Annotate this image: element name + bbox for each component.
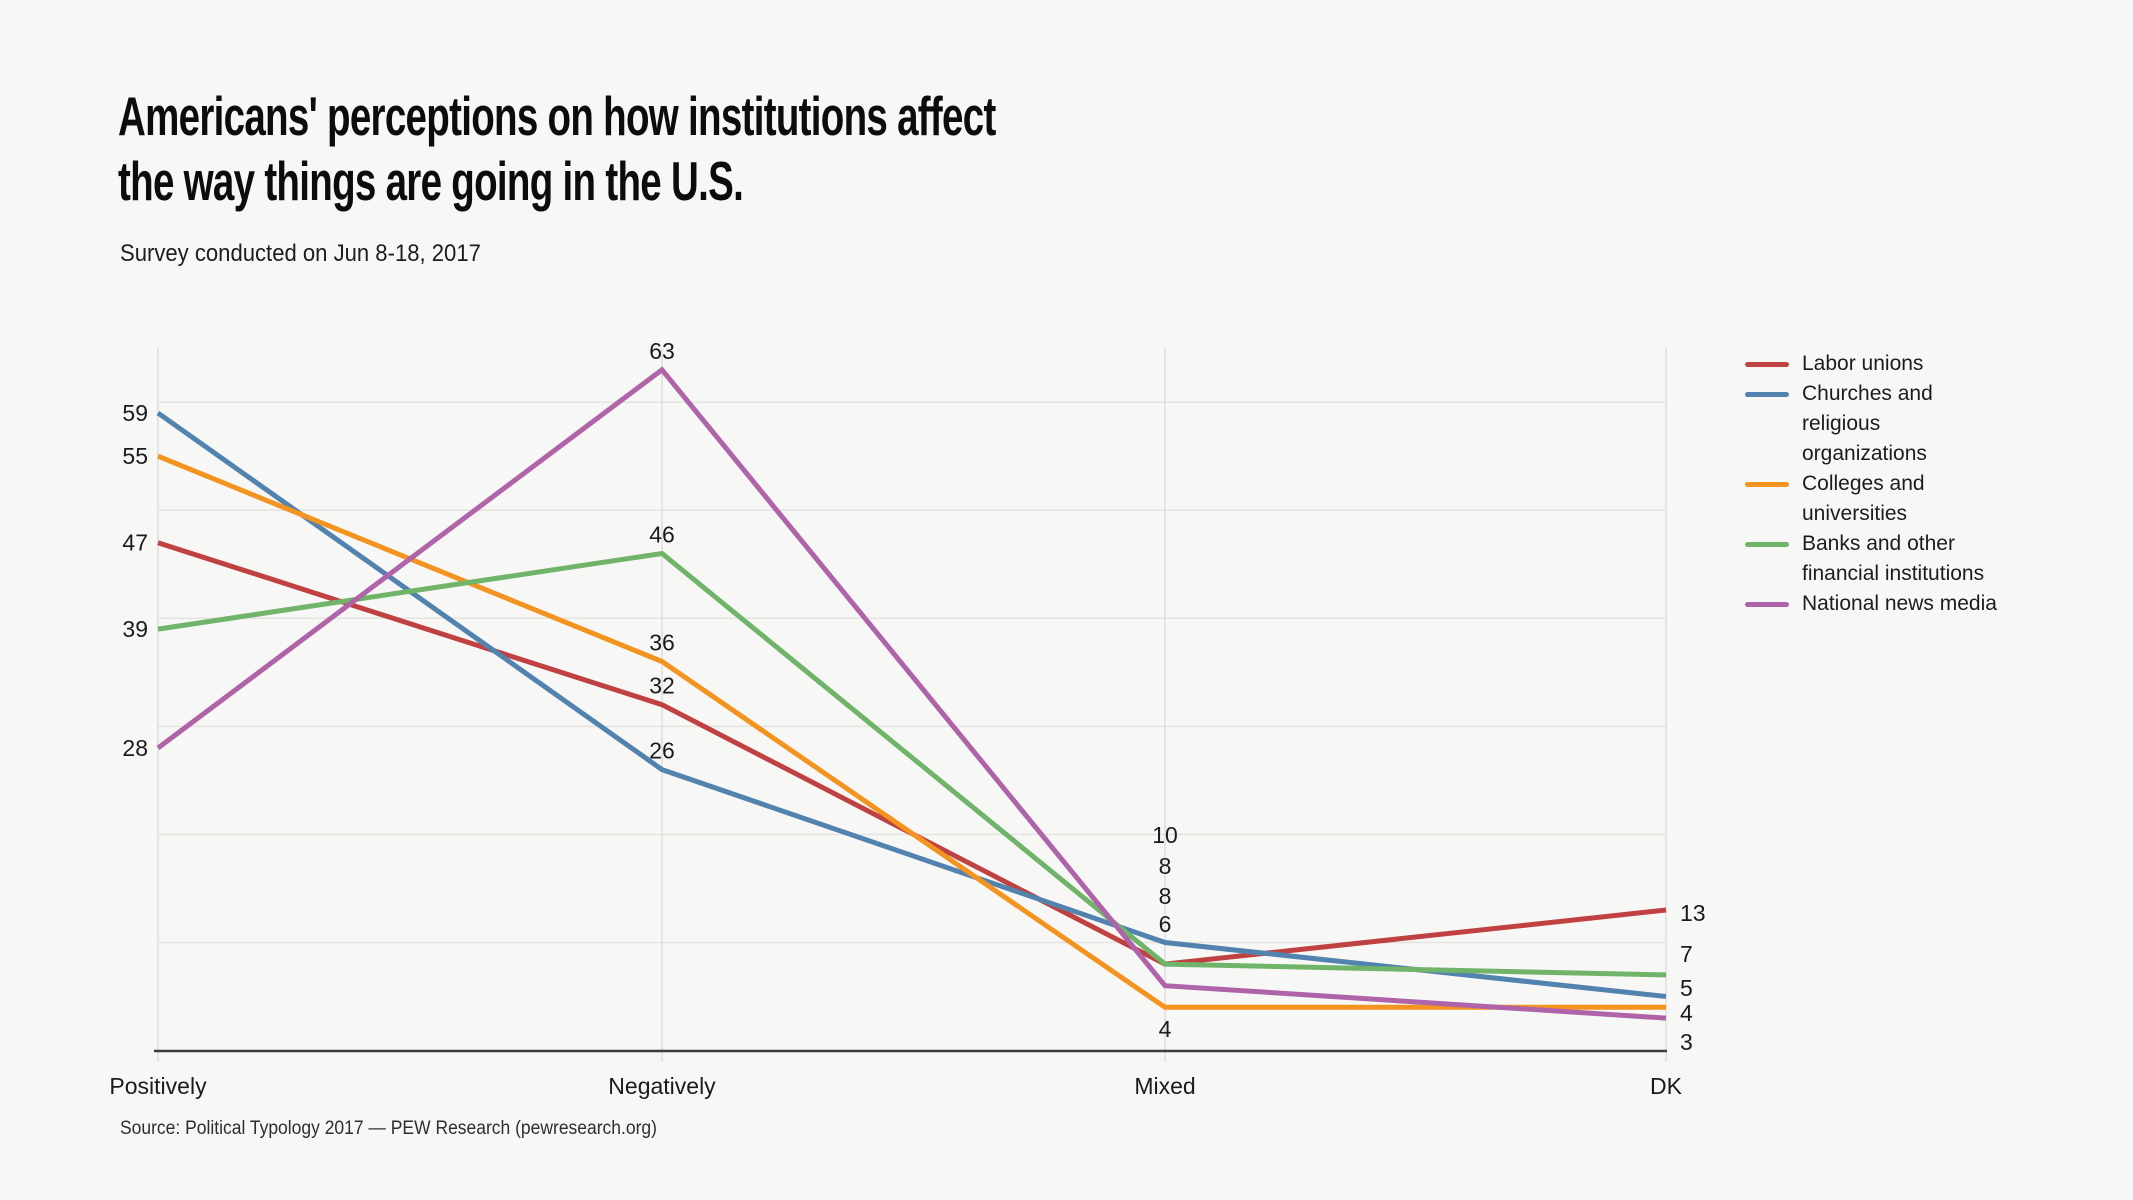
x-axis-labels: Positively Negatively Mixed DK (109, 1073, 1682, 1099)
legend-label: Labor unions (1802, 352, 1924, 375)
value-label: 63 (649, 338, 675, 364)
value-label: 5 (1680, 975, 1693, 1001)
page-title-line-1: Americans' perceptions on how institutio… (118, 85, 996, 147)
x-axis-label-mixed: Mixed (1134, 1073, 1195, 1099)
legend-swatch-colleges (1745, 482, 1789, 487)
series-line-churches (156, 410, 1667, 999)
legend-item-news-media: National news media (1745, 589, 2015, 619)
value-label: 13 (1680, 900, 1706, 926)
value-label: 7 (1680, 941, 1693, 967)
legend-swatch-labor-unions (1745, 362, 1789, 367)
value-label: 55 (122, 443, 148, 469)
value-label: 26 (649, 738, 675, 764)
x-axis-label-dk: DK (1650, 1073, 1683, 1099)
horizontal-gridlines (158, 401, 1666, 944)
page-title: Americans' perceptions on how institutio… (118, 84, 996, 214)
value-label: 6 (1159, 911, 1172, 937)
x-axis-label-negatively: Negatively (608, 1073, 716, 1099)
value-label: 8 (1159, 853, 1172, 879)
series-line-labor-unions (157, 540, 1667, 967)
legend-label: Banks and other financial institutions (1802, 532, 1985, 585)
legend-item-colleges: Colleges and universities (1745, 469, 2015, 529)
legend-item-banks: Banks and other financial institutions (1745, 529, 2015, 589)
chart-subtitle: Survey conducted on Jun 8-18, 2017 (120, 240, 481, 267)
value-label: 36 (649, 630, 675, 656)
value-label: 28 (122, 735, 148, 761)
legend-swatch-churches (1745, 392, 1789, 397)
legend-label: Colleges and universities (1802, 472, 1925, 525)
value-label: 3 (1680, 1029, 1693, 1055)
series-line-news-media (156, 366, 1667, 1021)
legend-swatch-banks (1745, 542, 1789, 547)
legend-swatch-news-media (1745, 602, 1789, 607)
series-line-banks (157, 550, 1667, 978)
value-label: 32 (649, 673, 675, 699)
page-title-line-2: the way things are going in the U.S. (118, 150, 744, 212)
legend-label: National news media (1802, 592, 1997, 615)
value-label: 4 (1159, 1016, 1172, 1042)
legend-item-labor-unions: Labor unions (1745, 349, 2015, 379)
x-axis-label-positively: Positively (109, 1073, 207, 1099)
value-label: 4 (1680, 1000, 1693, 1026)
legend-item-churches: Churches and religious organizations (1745, 379, 2015, 469)
value-label: 10 (1152, 822, 1178, 848)
series-line-colleges (157, 453, 1666, 1010)
value-label: 8 (1159, 883, 1172, 909)
value-label: 47 (122, 530, 148, 556)
value-label: 46 (649, 521, 675, 547)
legend-label: Churches and religious organizations (1802, 382, 1933, 465)
chart-legend: Labor unions Churches and religious organ… (1745, 349, 2015, 619)
source-note: Source: Political Typology 2017 — PEW Re… (120, 1118, 657, 1139)
value-label: 59 (122, 400, 148, 426)
value-label: 39 (122, 616, 148, 642)
vertical-gridlines (157, 348, 1667, 1062)
